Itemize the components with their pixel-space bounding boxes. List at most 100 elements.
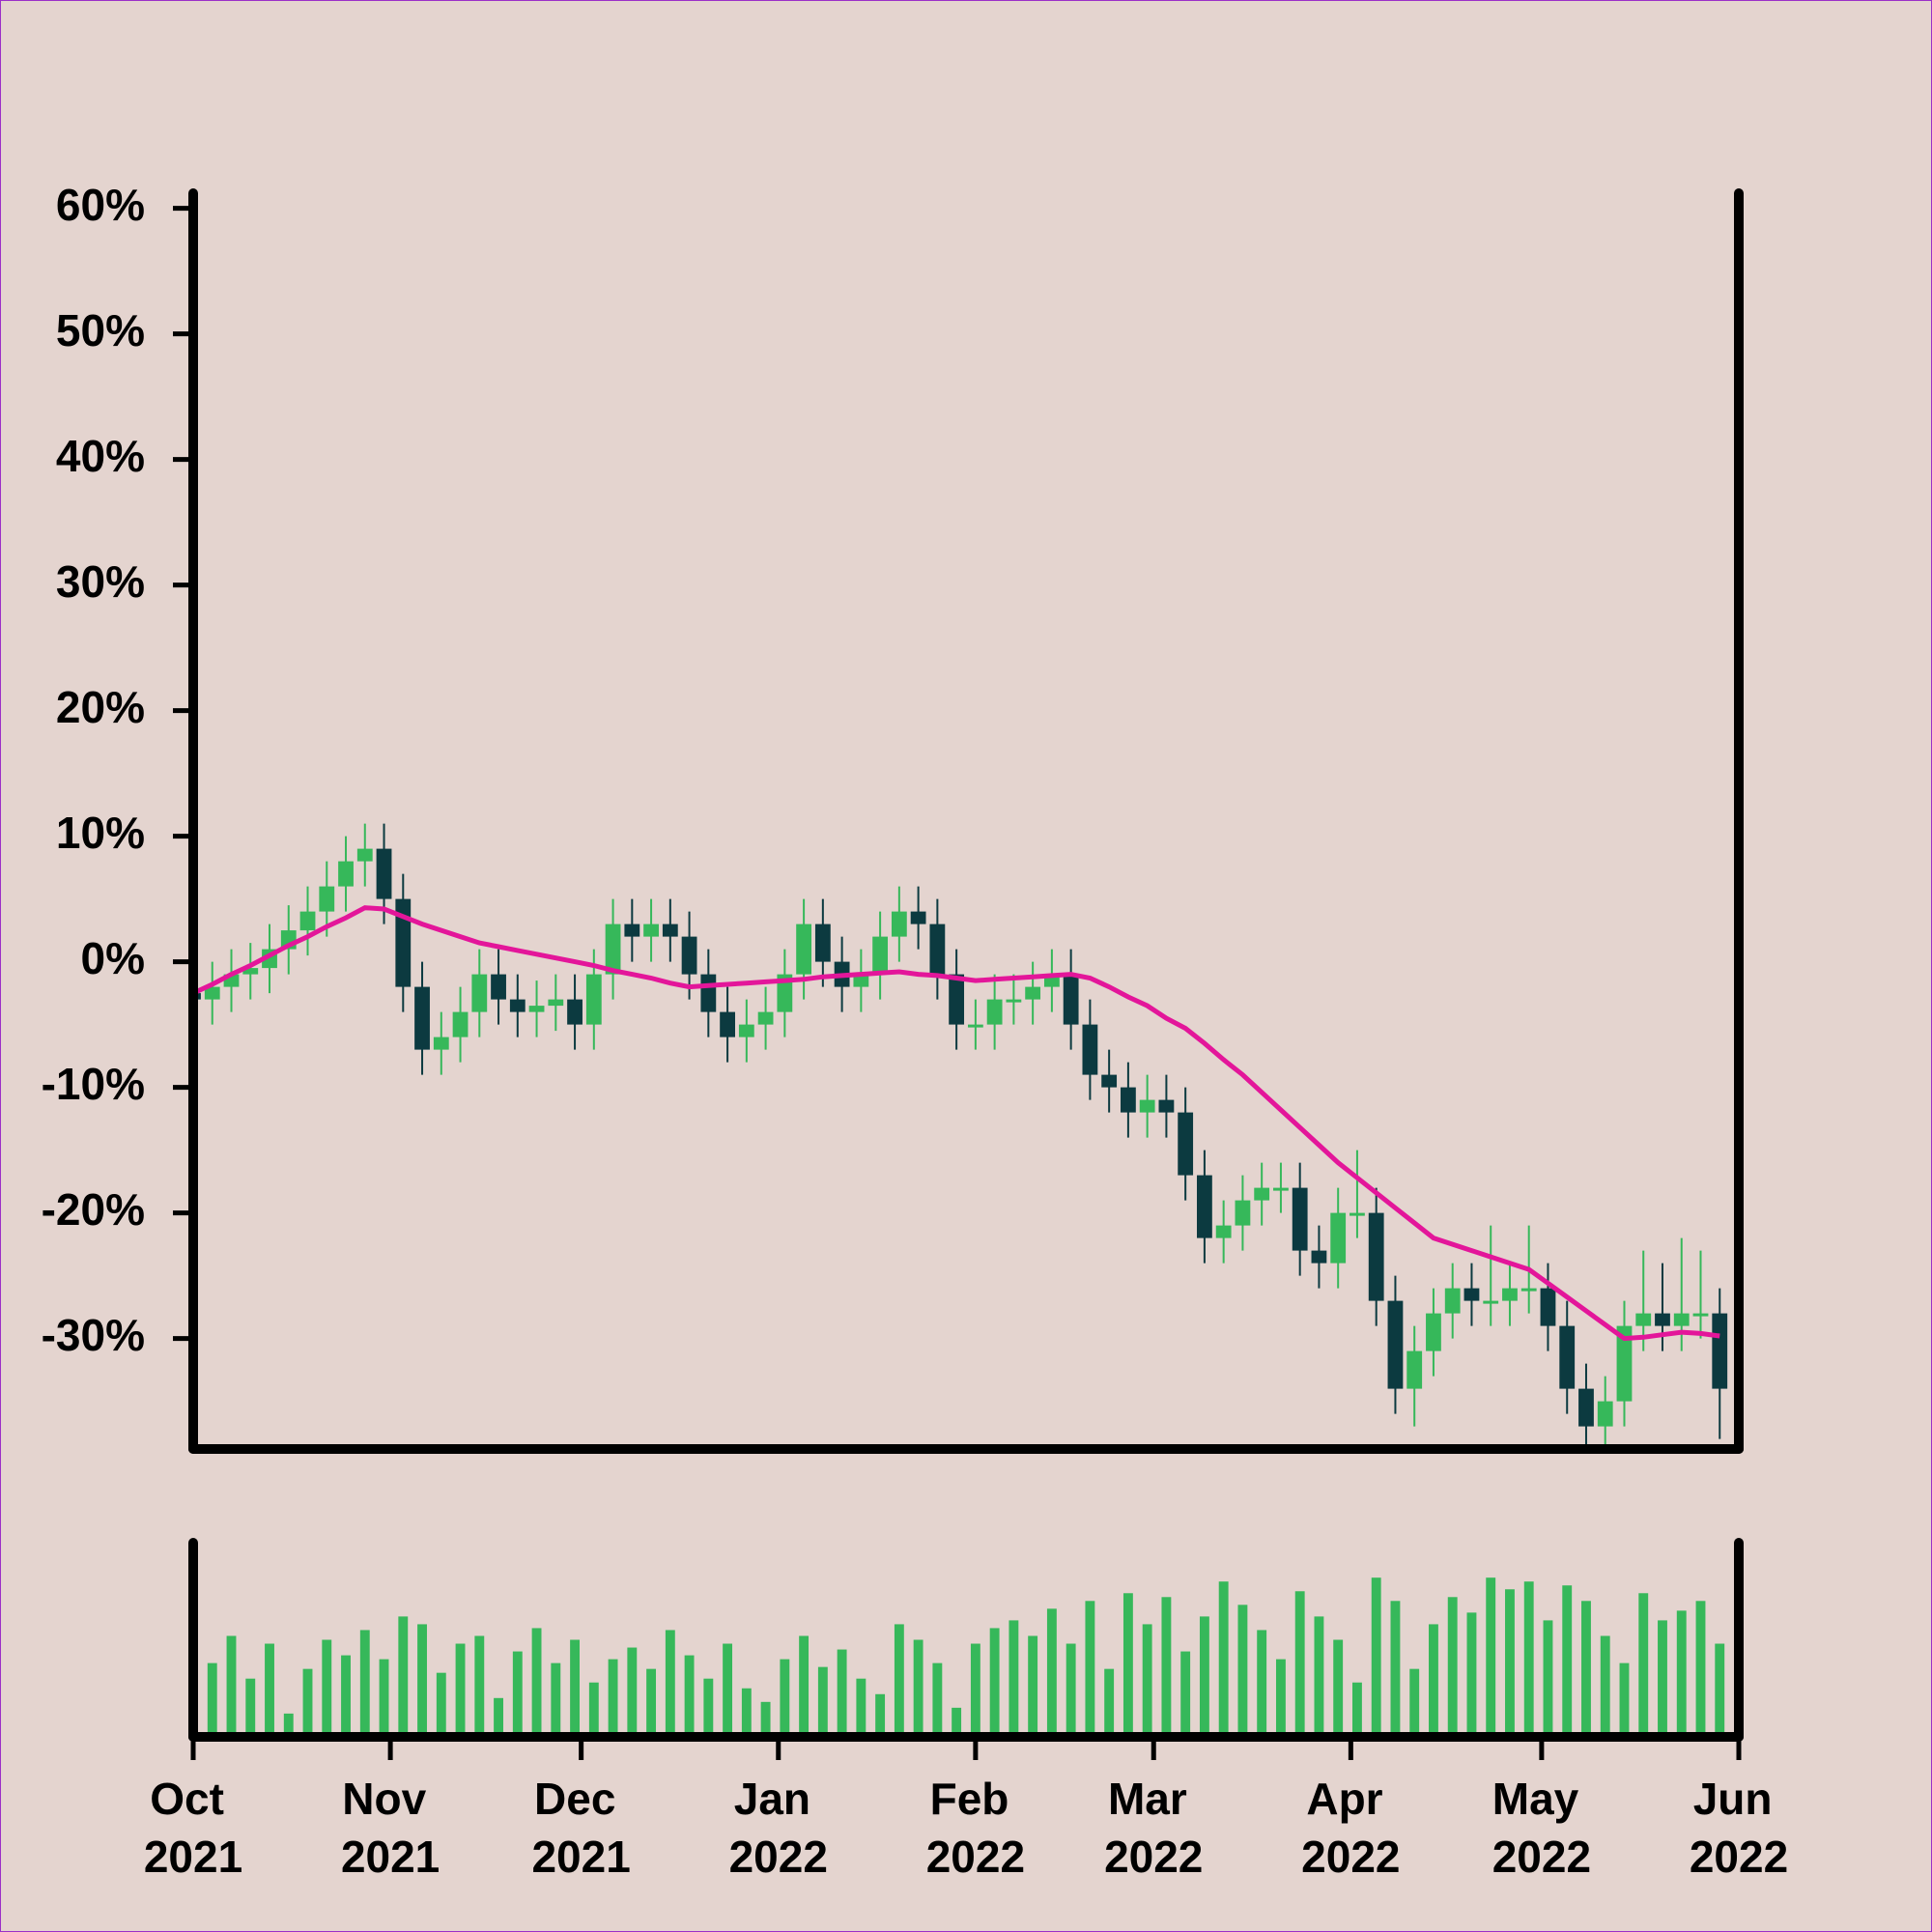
volume-bar — [1562, 1585, 1573, 1737]
x-tick-label: Oct 2021 — [144, 1774, 242, 1882]
volume-bar — [1218, 1581, 1229, 1737]
candle-body — [891, 911, 907, 937]
candle-body — [376, 848, 392, 899]
candle-body — [1387, 1300, 1404, 1389]
volume-bar — [1619, 1662, 1630, 1737]
candle-body — [491, 974, 506, 1000]
volume-bar — [913, 1639, 923, 1737]
candle-body — [242, 968, 259, 975]
y-tick-label: 30% — [56, 556, 145, 607]
volume-bar — [665, 1630, 675, 1737]
candle-body — [1158, 1099, 1175, 1113]
candle-body — [548, 999, 564, 1007]
volume-bar — [1715, 1643, 1725, 1737]
volume-bar — [379, 1659, 389, 1737]
candle-body — [1635, 1313, 1652, 1326]
candle-body — [395, 898, 412, 987]
volume-bar — [1142, 1624, 1152, 1737]
volume-bar — [1294, 1591, 1305, 1737]
candle-body — [1540, 1288, 1556, 1326]
candle-body — [1025, 986, 1041, 1000]
volume-bar — [989, 1628, 1000, 1737]
volume-bar — [1486, 1577, 1496, 1737]
volume-bar — [1199, 1616, 1209, 1737]
candle-body — [1520, 1288, 1537, 1292]
volume-bar — [703, 1678, 714, 1737]
volume-bar — [322, 1639, 332, 1737]
volume-bar — [302, 1668, 313, 1737]
candle-body — [319, 886, 335, 912]
candle-body — [662, 923, 678, 937]
candle-body — [509, 999, 526, 1012]
volume-bar — [207, 1662, 217, 1737]
volume-bar — [780, 1659, 790, 1737]
volume-bar — [1104, 1668, 1115, 1737]
candle-body — [1006, 999, 1022, 1003]
candle-body — [1406, 1350, 1423, 1389]
volume-bar — [1009, 1620, 1019, 1737]
x-tick-label: Apr 2022 — [1301, 1774, 1400, 1882]
candle-body — [872, 936, 889, 975]
candle-body — [1463, 1288, 1480, 1301]
volume-bar — [588, 1682, 599, 1737]
volume-bar — [1409, 1668, 1420, 1737]
candle-body — [757, 1011, 774, 1025]
candle-body — [1121, 1087, 1136, 1113]
volume-bar — [551, 1662, 561, 1737]
volume-bar — [1180, 1651, 1191, 1737]
volume-bar — [1275, 1659, 1286, 1737]
candle-body — [949, 974, 965, 1025]
volume-bar — [1581, 1601, 1591, 1737]
candle-body — [1502, 1288, 1518, 1301]
candle-body — [1559, 1325, 1576, 1389]
volume-bar — [970, 1643, 980, 1737]
volume-bar — [684, 1655, 695, 1737]
candle-body — [1330, 1212, 1347, 1264]
candle-body — [471, 974, 488, 1012]
volume-bar — [1390, 1601, 1401, 1737]
volume-bar — [226, 1635, 237, 1737]
volume-bar — [1257, 1630, 1267, 1737]
volume-bar — [1028, 1635, 1038, 1737]
candle-body — [338, 861, 354, 887]
candle-body — [1673, 1313, 1690, 1326]
candle-body — [1273, 1187, 1289, 1191]
candle-body — [1311, 1250, 1327, 1264]
candle-body — [720, 1011, 735, 1037]
moving-average — [193, 905, 1720, 1342]
candle-body — [1139, 1099, 1155, 1113]
candle-body — [1426, 1313, 1441, 1351]
volume-bar — [1505, 1589, 1515, 1737]
x-tick-label: May 2022 — [1492, 1774, 1591, 1882]
candle-body — [681, 936, 697, 975]
candle-body — [700, 974, 717, 1012]
volume-bar — [1658, 1620, 1667, 1737]
candle-body — [967, 1024, 983, 1028]
candle-body — [1483, 1300, 1499, 1304]
candle-body — [585, 974, 602, 1025]
candle-body — [1368, 1212, 1384, 1301]
candle-body — [204, 986, 220, 1000]
x-tick-label: Dec 2021 — [531, 1774, 630, 1882]
volume-bar — [1600, 1635, 1610, 1737]
candle-body — [433, 1037, 449, 1050]
volume-bar — [1543, 1620, 1553, 1737]
x-tick-label: Feb 2022 — [926, 1774, 1025, 1882]
volume-bar — [1676, 1610, 1687, 1737]
candle-body — [605, 923, 621, 975]
candle-body — [796, 923, 811, 975]
candle-body — [1692, 1313, 1709, 1317]
volume-bar — [1046, 1608, 1057, 1737]
volume-bar — [1333, 1639, 1344, 1737]
volume-bar — [512, 1651, 523, 1737]
volume-bar — [1371, 1577, 1381, 1737]
volume-bar — [1466, 1612, 1477, 1737]
plot-area — [193, 823, 1728, 1449]
volume-bar — [359, 1630, 370, 1737]
volume-bar — [1314, 1616, 1324, 1737]
candle-body — [528, 1006, 545, 1012]
candle-body — [910, 911, 926, 924]
